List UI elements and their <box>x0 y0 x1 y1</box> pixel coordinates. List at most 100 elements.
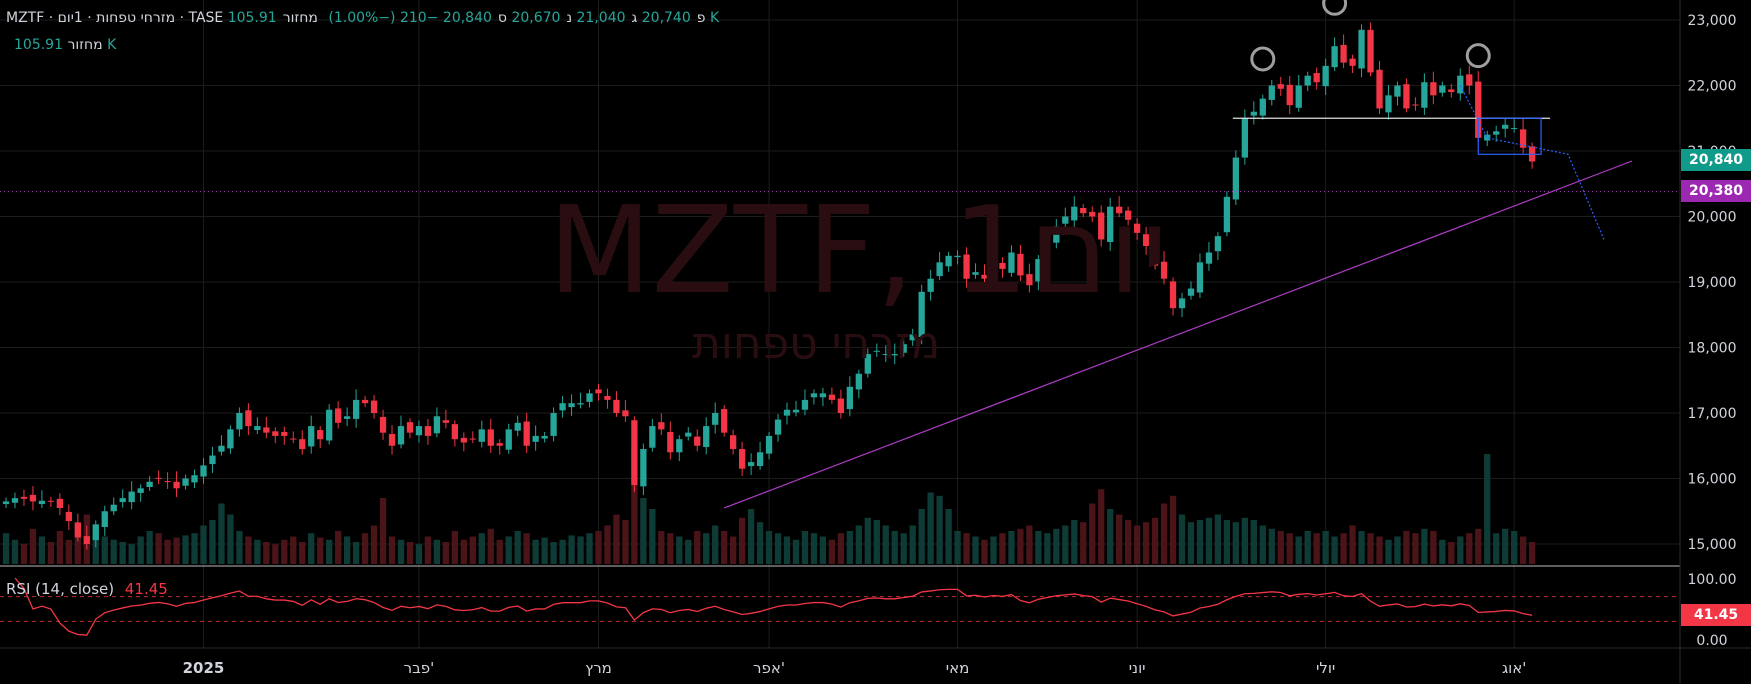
volume-bar <box>164 539 171 564</box>
volume-bar <box>990 536 997 564</box>
candle-body <box>236 413 243 430</box>
candle-body <box>1304 75 1311 86</box>
candle-body <box>218 445 225 452</box>
volume-bar <box>469 536 476 564</box>
candle-body <box>299 439 306 450</box>
candle-body <box>981 274 988 279</box>
candle-body <box>1062 216 1069 224</box>
volume-bar <box>433 539 441 564</box>
price-axis-label: 15,000 <box>1688 537 1737 553</box>
candle-body <box>1098 212 1105 240</box>
candle-body <box>1448 89 1455 93</box>
candle-body <box>927 278 934 292</box>
candle-body <box>774 419 782 435</box>
volume-bar <box>1116 514 1123 564</box>
volume-bar <box>110 539 117 564</box>
candle-body <box>801 399 809 410</box>
volume-bar <box>810 533 818 564</box>
range-box <box>1477 117 1542 155</box>
volume-bar <box>1439 539 1446 564</box>
candle-body <box>1053 226 1060 243</box>
time-axis-label: יולי <box>1316 659 1335 677</box>
rsi-label[interactable]: RSI (14, close) <box>6 580 115 598</box>
volume-bar <box>326 539 333 564</box>
volume-bar <box>1178 514 1186 564</box>
volume-bar <box>613 514 620 564</box>
volume-bar <box>299 542 306 564</box>
candle-body <box>496 443 503 446</box>
candle-body <box>900 344 907 353</box>
low-label: נ <box>566 10 573 26</box>
candle-body <box>703 426 710 448</box>
candle-body <box>164 481 171 483</box>
candle-body <box>1232 157 1240 200</box>
candle-body <box>442 420 450 423</box>
rsi-axis-label: 100.00 <box>1688 572 1737 588</box>
candle-body <box>1196 262 1204 293</box>
candle-body <box>1259 98 1266 116</box>
volume-bar <box>424 536 432 564</box>
volume-bar <box>1268 528 1275 564</box>
candle-body <box>1331 46 1338 68</box>
candle-body <box>2 501 10 505</box>
price-axis-label: 16,000 <box>1688 472 1737 488</box>
volume-bar <box>658 531 665 564</box>
symbol-line[interactable]: MZTF · מזרחי טפחות · 1יום · TASE <box>6 10 224 26</box>
volume-bar <box>478 533 485 564</box>
volume-bar <box>1421 528 1428 564</box>
volume-bar <box>1160 503 1168 564</box>
volume-bar <box>972 536 979 564</box>
price-axis-label: 23,000 <box>1688 13 1737 29</box>
candle-body <box>855 373 862 390</box>
candle-body <box>765 435 773 454</box>
candle-body <box>406 422 414 433</box>
candle-body <box>676 439 683 453</box>
volume-bar <box>685 539 692 564</box>
volume-bar <box>496 539 503 564</box>
candle-body <box>667 431 674 453</box>
volume-bar <box>1502 528 1509 564</box>
volume-bar <box>667 533 674 564</box>
candle-body <box>1268 85 1275 100</box>
volume-bar <box>730 536 737 564</box>
candle-body <box>335 408 342 423</box>
candle-body <box>1439 85 1446 93</box>
candle-body <box>1367 29 1374 73</box>
volume-bar <box>523 533 530 564</box>
candle-body <box>281 431 288 436</box>
volume-bar <box>218 503 225 564</box>
volume-bar <box>1205 517 1213 564</box>
volume-bar <box>622 520 629 564</box>
volume-bar <box>954 531 961 564</box>
candle-body <box>29 494 37 502</box>
candle-body <box>1214 236 1222 252</box>
volume-bar <box>981 539 988 564</box>
volume-bar <box>1322 531 1329 564</box>
volume-bar <box>1367 533 1374 564</box>
candle-body <box>200 465 207 477</box>
trend-line <box>723 160 1633 509</box>
volume-bar <box>155 533 162 564</box>
volume-bar <box>631 448 638 564</box>
candle-body <box>1205 252 1213 264</box>
volume-bar <box>146 531 153 564</box>
volume-bar <box>828 539 836 564</box>
volume-bar <box>1304 531 1311 564</box>
volume-bar <box>379 498 387 564</box>
volume-bar <box>272 544 279 564</box>
candle-body <box>1385 95 1392 113</box>
volume-bar <box>370 525 378 564</box>
candle-body <box>1241 118 1248 158</box>
candle-body <box>1349 58 1356 66</box>
candle-body <box>837 398 845 413</box>
volume-bar <box>1403 531 1410 564</box>
volume-bar <box>864 517 871 564</box>
candle-body <box>1116 206 1123 214</box>
volume-bar <box>999 533 1006 564</box>
candle-body <box>56 498 64 508</box>
volume-bar <box>783 536 791 564</box>
volume-bar <box>514 531 521 564</box>
volume-bar <box>1017 528 1024 564</box>
time-axis-label: פבר' <box>404 659 435 677</box>
